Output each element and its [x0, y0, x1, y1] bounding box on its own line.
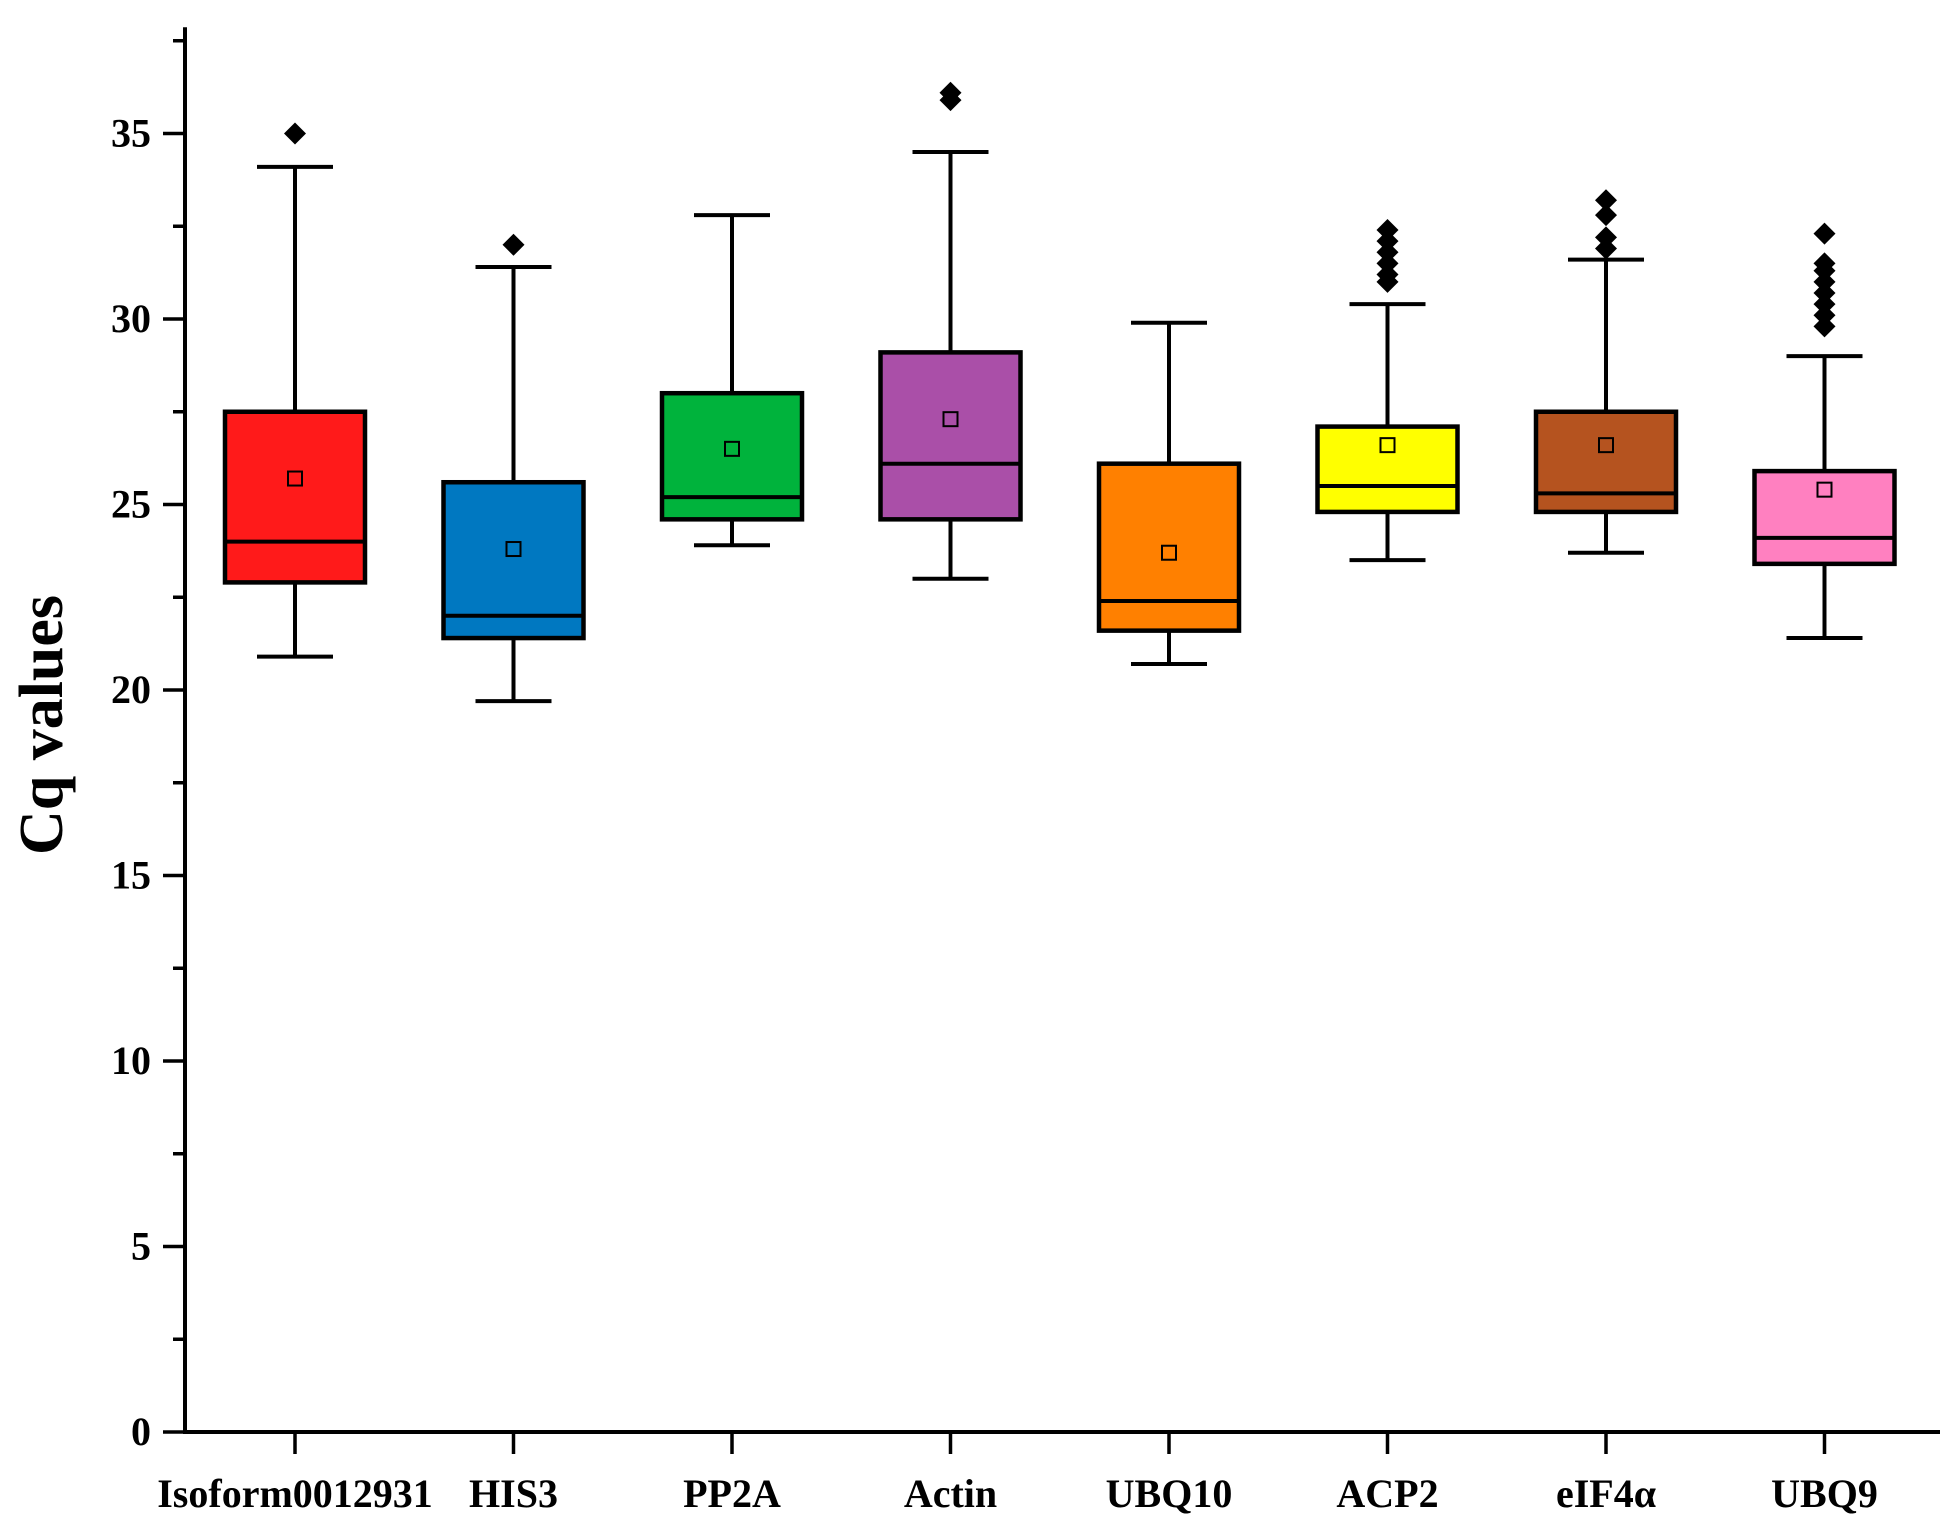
outlier-point [939, 81, 962, 104]
outlier-point [1813, 222, 1836, 245]
y-tick-label: 20 [111, 667, 151, 712]
box-group [878, 81, 1023, 581]
outlier-point [1813, 270, 1836, 293]
outlier-point [1595, 226, 1617, 249]
x-tick-label: UBQ9 [1771, 1471, 1878, 1516]
x-tick-label: Actin [904, 1471, 997, 1516]
box-iqr [1533, 409, 1679, 515]
box-iqr [1752, 468, 1897, 567]
mean-marker [287, 470, 303, 487]
box-iqr [441, 479, 586, 641]
axes-layer: 0 5 10 15 20 25 30 35 Isoform0012931 HIS3 PP2A Acti… [111, 27, 1940, 1516]
box-iqr [222, 409, 368, 585]
y-tick-label: 10 [111, 1038, 151, 1083]
mean-marker [942, 411, 959, 428]
outlier-point [1595, 237, 1617, 260]
boxes-layer [222, 81, 1897, 704]
outlier-point [1813, 252, 1836, 275]
outlier-point [1376, 263, 1399, 286]
y-axis-label: Cq values [8, 595, 76, 855]
box-group [1315, 218, 1460, 563]
outlier-point [1813, 282, 1836, 305]
outlier-point [502, 233, 525, 256]
y-tick-label: 35 [111, 111, 151, 156]
outlier-point [1376, 230, 1399, 253]
box-group [1533, 189, 1679, 555]
outlier-point [1813, 304, 1836, 327]
x-tick-label: eIF4α [1556, 1471, 1656, 1516]
outlier-point [284, 122, 306, 145]
x-tick-label: Isoform0012931 [157, 1471, 433, 1516]
y-tick-label: 15 [111, 853, 151, 898]
outlier-point [1595, 204, 1617, 227]
outlier-point [1813, 315, 1836, 338]
mean-marker [1379, 437, 1396, 454]
y-tick-label: 30 [111, 296, 151, 341]
x-tick-label: ACP2 [1336, 1471, 1438, 1516]
box-group [222, 122, 368, 659]
box-iqr [1096, 461, 1242, 633]
outlier-point [1376, 218, 1399, 241]
outlier-point [1813, 293, 1836, 316]
box-group [1096, 320, 1242, 667]
box-group [1752, 222, 1897, 641]
mean-marker [505, 541, 522, 558]
box-iqr [878, 350, 1023, 522]
outlier-point [1376, 241, 1399, 264]
x-tick-label: HIS3 [469, 1471, 558, 1516]
box-group [659, 213, 805, 548]
mean-marker [1161, 544, 1177, 561]
mean-marker [1816, 481, 1833, 498]
x-tick-label: UBQ10 [1106, 1471, 1233, 1516]
box-group [441, 233, 586, 704]
outlier-point [1595, 189, 1617, 212]
y-tick-label: 0 [131, 1409, 151, 1454]
y-tick-label: 25 [111, 482, 151, 527]
y-tick-label: 5 [131, 1224, 151, 1269]
box-iqr [1315, 424, 1460, 515]
outlier-point [1376, 252, 1399, 275]
mean-marker [724, 440, 740, 457]
mean-marker [1598, 437, 1614, 454]
x-tick-label: PP2A [683, 1471, 781, 1516]
